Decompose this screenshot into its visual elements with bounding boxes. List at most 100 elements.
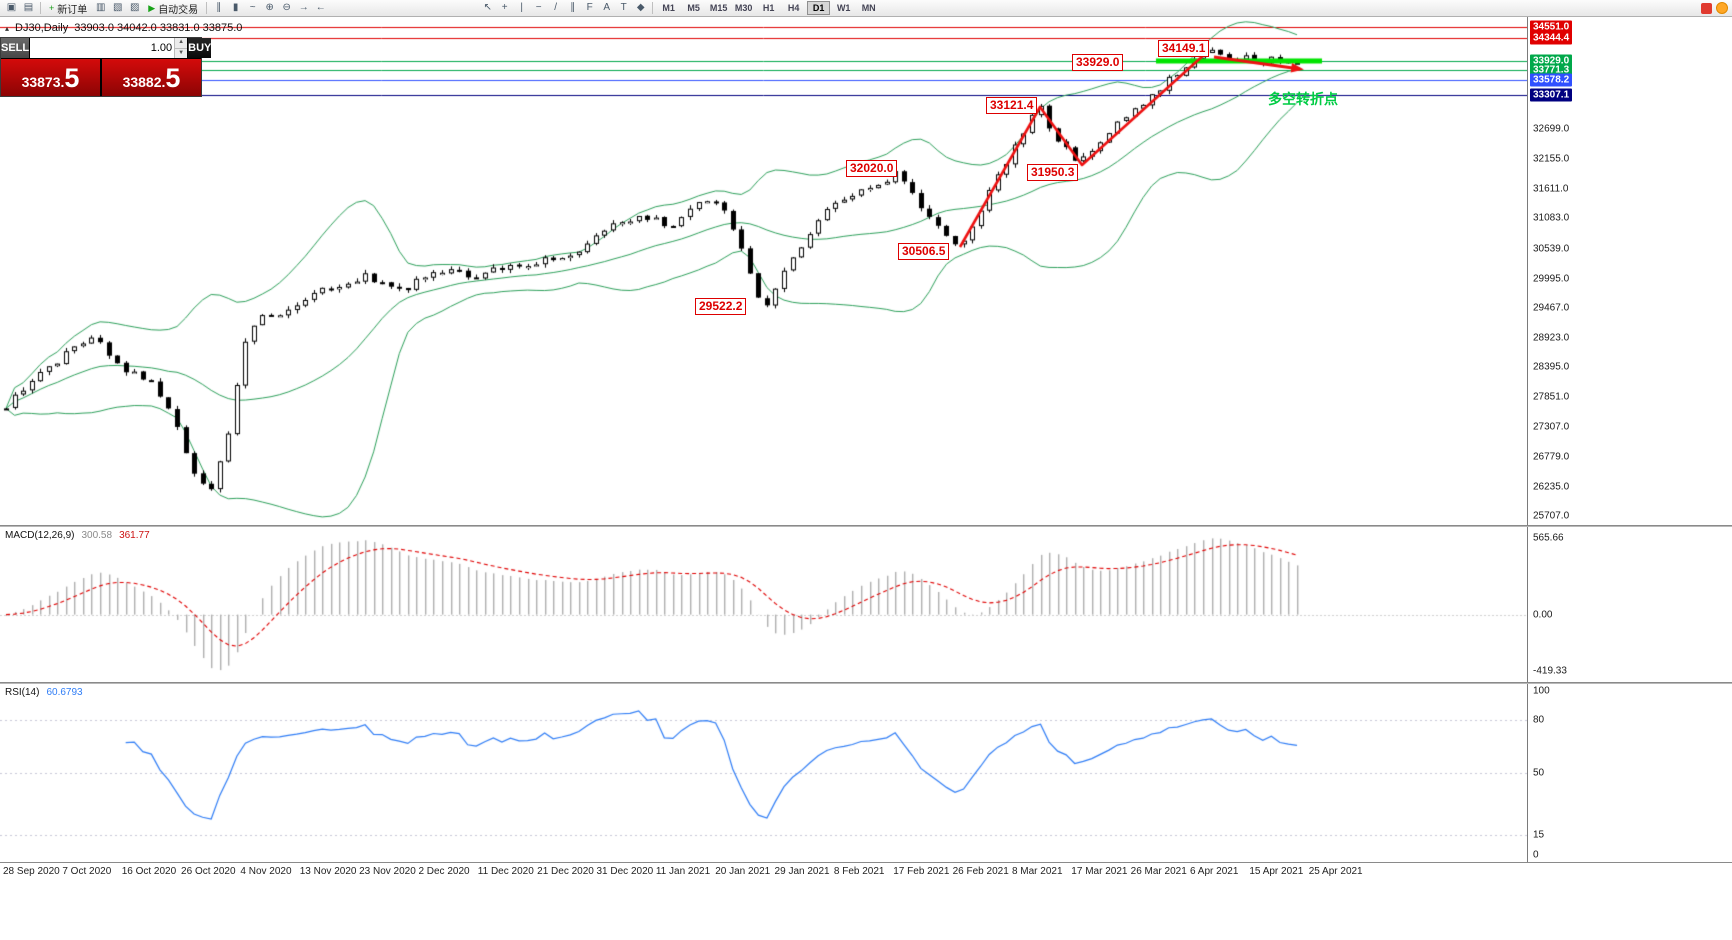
price-tick-label: 26235.0 [1533, 481, 1570, 493]
price-tick-label: 29467.0 [1533, 302, 1570, 314]
macd-canvas[interactable] [0, 527, 1527, 682]
date-label: 21 Dec 2020 [537, 866, 594, 877]
time-axis: 28 Sep 2020 7 Oct 2020 16 Oct 2020 26 Oct 2… [0, 862, 1732, 880]
fibonacci-icon[interactable]: F [586, 2, 593, 13]
vertical-line-icon[interactable]: | [520, 2, 523, 13]
price-annotation[interactable]: 33929.0 [1072, 54, 1124, 71]
date-label: 7 Oct 2020 [62, 866, 112, 877]
timeframe-m15-button[interactable]: M15 [709, 3, 728, 13]
buy-button[interactable]: BUY [188, 38, 212, 58]
timeframe-w1-button[interactable]: W1 [836, 3, 851, 13]
volume-up-button[interactable]: ▲ [175, 38, 188, 48]
date-label: 13 Nov 2020 [299, 866, 357, 877]
volume-down-button[interactable]: ▼ [175, 47, 188, 58]
price-level-label: 34551.0 [1530, 20, 1573, 34]
rsi-axis-label: 15 [1533, 829, 1545, 841]
price-tick-label: 31083.0 [1533, 212, 1570, 224]
text-icon[interactable]: A [603, 2, 611, 13]
date-label: 8 Feb 2021 [833, 866, 885, 877]
equidistant-channel-icon[interactable]: ∥ [570, 2, 576, 13]
buy-price-main: 33882. [122, 74, 166, 90]
date-label: 23 Nov 2020 [359, 866, 416, 877]
price-tick-label: 29995.0 [1533, 273, 1570, 285]
timeframe-mn-button[interactable]: MN [861, 3, 876, 13]
date-label: 25 Apr 2021 [1308, 866, 1363, 877]
timeframe-m30-button[interactable]: M30 [734, 3, 753, 13]
notification-icon[interactable] [1716, 2, 1728, 14]
volume-input[interactable] [30, 38, 175, 58]
rsi-value: 60.6793 [46, 687, 83, 698]
navigator-icon[interactable]: ▨ [130, 2, 140, 13]
stop-indicator-icon[interactable] [1701, 2, 1712, 14]
toolbar-separator [40, 2, 41, 14]
crosshair-icon[interactable]: + [501, 2, 508, 13]
date-label: 26 Oct 2020 [181, 866, 236, 877]
timeframe-h1-button[interactable]: H1 [762, 3, 775, 13]
price-annotation[interactable]: 31950.3 [1027, 164, 1079, 181]
timeframe-m1-button[interactable]: M1 [662, 3, 675, 13]
auto-trading-button[interactable]: ▶ 自动交易 [143, 1, 203, 16]
price-annotation[interactable]: 30506.5 [898, 243, 950, 260]
rsi-canvas[interactable] [0, 684, 1527, 862]
price-annotation[interactable]: 33121.4 [986, 97, 1038, 114]
price-tick-label: 28923.0 [1533, 332, 1570, 344]
sell-price-main: 33873. [21, 74, 65, 90]
timeframe-m5-button[interactable]: M5 [687, 3, 700, 13]
chart-shift-icon[interactable]: ← [315, 2, 326, 13]
toolbar-separator [206, 2, 208, 14]
price-axis: 33243.032699.032155.031611.031083.030539… [1527, 17, 1732, 525]
one-click-trading-panel: SELL ▲ ▼ BUY 33873. 5 33882. 5 [0, 37, 212, 97]
volume-spinner: ▲ ▼ [174, 38, 188, 58]
panel-splitter[interactable] [0, 525, 1732, 527]
timeframe-d1-button[interactable]: D1 [807, 1, 831, 15]
arrows-shapes-icon[interactable]: ◆ [636, 2, 645, 13]
date-label: 17 Mar 2021 [1071, 866, 1128, 877]
cursor-icon[interactable]: ↖ [483, 2, 492, 13]
sell-button[interactable]: SELL [1, 38, 30, 58]
macd-main-value: 300.58 [81, 530, 113, 541]
ohlc-values: 33903.0 34042.0 33831.0 33875.0 [74, 22, 243, 34]
chart-profiles-icon[interactable]: ▤ [23, 2, 34, 13]
new-order-button-icon: + [49, 3, 55, 13]
date-label: 6 Apr 2021 [1190, 866, 1239, 877]
new-chart-icon[interactable]: ▣ [6, 2, 17, 13]
new-order-button[interactable]: + 新订单 [44, 1, 92, 16]
turning-point-note[interactable]: 多空转折点 [1268, 91, 1338, 107]
price-annotation[interactable]: 29522.2 [695, 298, 747, 315]
timeframe-h4-button[interactable]: H4 [787, 3, 800, 13]
price-chart-canvas[interactable] [0, 17, 1527, 525]
price-tick-label: 32699.0 [1533, 123, 1570, 135]
macd-signal-value: 361.77 [119, 530, 150, 541]
date-label: 15 Apr 2021 [1249, 866, 1304, 877]
date-label: 20 Jan 2021 [715, 866, 771, 877]
rsi-axis-label: 50 [1533, 767, 1545, 779]
candlestick-chart-icon[interactable]: ▮ [232, 2, 239, 13]
sell-price-button[interactable]: 33873. 5 [1, 59, 100, 96]
text-label-icon[interactable]: T [620, 2, 627, 13]
toolbar-corner [1701, 2, 1728, 14]
price-annotation[interactable]: 34149.1 [1158, 40, 1210, 57]
price-annotation[interactable]: 32020.0 [846, 160, 898, 177]
market-watch-icon[interactable]: ▥ [96, 2, 106, 13]
price-level-label: 33307.1 [1530, 88, 1573, 102]
buy-price-button[interactable]: 33882. 5 [100, 59, 201, 96]
price-tick-label: 26779.0 [1533, 451, 1570, 463]
bar-chart-icon[interactable]: ∥ [216, 2, 222, 13]
macd-label: MACD(12,26,9) 300.58 361.77 [5, 530, 150, 541]
date-label: 17 Feb 2021 [893, 866, 950, 877]
data-window-icon[interactable]: ▧ [113, 2, 123, 13]
symbol-info: ▴ DJ30,Daily 33903.0 34042.0 33831.0 338… [5, 22, 242, 34]
price-level-label: 34344.4 [1530, 31, 1573, 45]
one-click-toggle-icon[interactable]: ▴ [5, 23, 10, 33]
macd-axis-label: 565.66 [1533, 532, 1564, 544]
auto-scroll-icon[interactable]: → [298, 2, 309, 13]
zoom-out-icon[interactable]: ⊖ [282, 2, 291, 13]
line-chart-icon[interactable]: ~ [249, 2, 256, 13]
zoom-in-icon[interactable]: ⊕ [265, 2, 274, 13]
date-label: 8 Mar 2021 [1011, 866, 1063, 877]
horizontal-line-icon[interactable]: − [535, 2, 542, 13]
rsi-axis: 100 80 50 15 0 [1527, 684, 1732, 862]
panel-splitter[interactable] [0, 682, 1732, 684]
sell-price-big-digit: 5 [64, 63, 80, 93]
trendline-icon[interactable]: / [554, 2, 558, 13]
